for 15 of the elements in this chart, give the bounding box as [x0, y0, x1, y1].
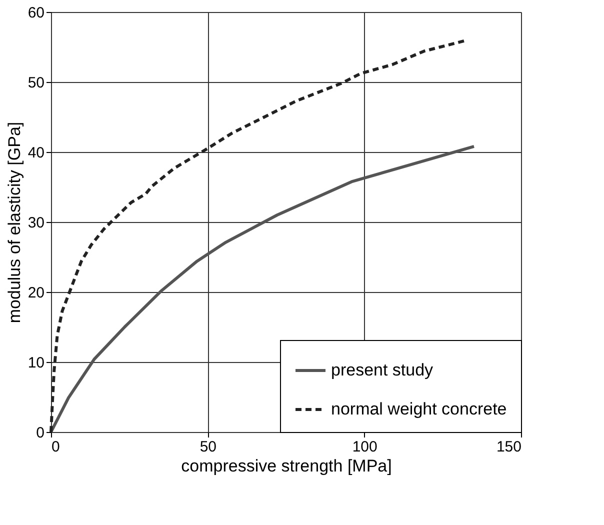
x-tick-label: 100 [352, 438, 378, 456]
y-tick-label: 30 [28, 214, 44, 232]
y-tick-label: 20 [28, 284, 44, 302]
y-tick-label: 0 [36, 424, 44, 442]
y-axis-title: modulus of elasticity [GPa] [4, 122, 24, 324]
x-axis-title: compressive strength [MPa] [181, 456, 392, 476]
x-tick-label: 0 [52, 438, 60, 456]
y-tick-label: 50 [28, 74, 44, 92]
y-tick-label: 60 [28, 4, 44, 22]
x-tick-label: 50 [200, 438, 217, 456]
legend-label: normal weight concrete [331, 400, 507, 418]
y-tick-label: 10 [28, 354, 44, 372]
legend-label: present study [331, 360, 434, 380]
x-tick-label: 150 [496, 438, 522, 456]
y-tick-label: 40 [28, 144, 44, 162]
